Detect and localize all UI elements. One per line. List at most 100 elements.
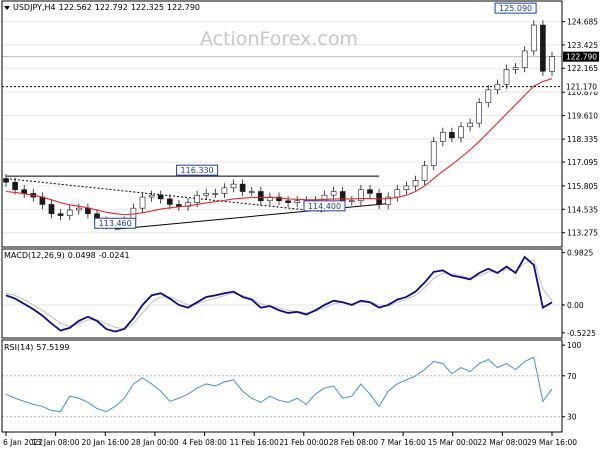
last-price-tag-bg [563,51,599,62]
annotation-box [94,217,137,229]
time-tick-label: 6 Jan 2022 [3,438,43,447]
time-tick-label: 7 Mar 16:00 [380,438,426,447]
macd-header: MACD(12,26,9) 0.0498 -0.0241 [4,251,133,260]
candle-body [194,194,200,203]
candle-body [212,193,219,195]
candle-body [148,194,155,198]
price-tick-label: 114.535 [567,205,598,214]
candle-body [21,189,28,194]
low-value: 122.325 [130,3,164,12]
candle-body [421,165,428,181]
candle-body [394,189,401,198]
macd-signal-value: -0.0241 [98,251,130,260]
candle-body [57,213,64,216]
symbol-label: USDJPY,H4 [13,3,56,12]
candle-body [285,200,291,203]
candle-body [157,194,164,200]
price-tick-label: 113.275 [567,229,598,238]
annotation-box [176,164,219,176]
watermark: ActionForex.com [200,28,358,50]
time-tick-label: 11 Feb 16:00 [230,438,279,447]
price-tick-label: 123.425 [567,41,598,50]
time-tick-label: 28 Jan 00:00 [131,438,179,447]
price-tick-label: 117.095 [567,158,598,167]
macd-line [5,255,553,333]
candle-body [139,196,146,209]
support-level-tag: 121.170 [566,83,597,92]
candle-body [439,132,446,142]
candle-body [367,189,373,194]
candle-body [494,83,501,91]
candle-body [512,67,519,70]
candle-body [412,180,419,187]
time-tick-label: 22 Mar 08:00 [477,438,527,447]
open-value: 122.562 [58,3,92,12]
moving-average-line [5,78,553,216]
candle-body [458,126,464,139]
candle-body [503,69,510,85]
macd-tick-label: 0.9825 [567,249,593,258]
candle-body [230,183,237,189]
collapse-triangle-icon[interactable] [4,5,10,10]
time-tick-label: 29 Mar 16:00 [527,438,577,447]
time-tick-label: 13 Jan 08:00 [32,438,80,447]
annotation-label: 125.090 [499,4,532,13]
rsi-line [5,356,553,413]
price-header: USDJPY,H4 122.562 122.792 122.325 122.790 [4,3,203,12]
annotation-box [494,2,537,14]
candle-body [540,24,546,72]
price-grid [2,21,562,234]
annotation-label: 113.460 [99,219,132,228]
macd-label: MACD(12,26,9) [4,251,65,260]
macd-value: 0.0498 [67,251,96,260]
candle-body [12,181,18,190]
price-tick-label: 124.685 [567,18,598,27]
time-tick-label: 4 Feb 08:00 [182,438,227,447]
rsi-frame [1,339,563,433]
candle-body [348,200,355,203]
candle-body [521,50,528,68]
candle-body [467,122,473,128]
candle-body [75,207,82,211]
price-moving-average [5,78,553,216]
trendline-rising [115,203,389,230]
candle-body [358,189,364,202]
time-tick-label: 15 Mar 00:00 [428,438,478,447]
rsi-tick-label: 70 [567,372,577,381]
high-value: 122.792 [94,3,128,12]
support-level-tag-bg [563,81,599,92]
candle-body [166,198,173,205]
candle-body [476,102,483,124]
price-tick-label: 120.870 [567,88,598,97]
rsi-tick-label: 100 [567,341,582,350]
price-y-axis: 124.685 123.425 122.165 120.870 119.610 118.3… [562,18,599,238]
time-tick-label: 28 Feb 08:00 [329,438,378,447]
price-annotations: 125.090 116.330 114.400 113.460 [94,2,537,229]
last-price-tag: 122.790 [566,53,597,62]
candle-body [449,132,455,139]
price-tick-label: 118.335 [567,135,598,144]
panel-frames [1,0,563,433]
candle-body [176,204,182,207]
rsi-label: RSI(14) [4,343,34,352]
candle-body [385,196,392,205]
macd-panel: 0.9825 0.00 -0.5225 [2,249,596,338]
price-tick-label: 119.610 [567,111,598,120]
candle-body [85,207,91,215]
candle-body [239,183,246,192]
candle-body [221,187,228,194]
candle-body [203,193,210,196]
macd-signal-line [5,258,553,330]
candle-body [66,209,73,216]
price-tick-label: 115.805 [567,182,598,191]
candle-body [530,24,537,52]
annotation-label: 114.400 [308,202,341,211]
candle-body [403,185,410,190]
candle-body [549,56,555,72]
candle-body [330,191,337,196]
candle-body [248,191,255,193]
rsi-header: RSI(14) 57.5199 [4,343,73,352]
rsi-tick-label: 30 [567,413,577,422]
